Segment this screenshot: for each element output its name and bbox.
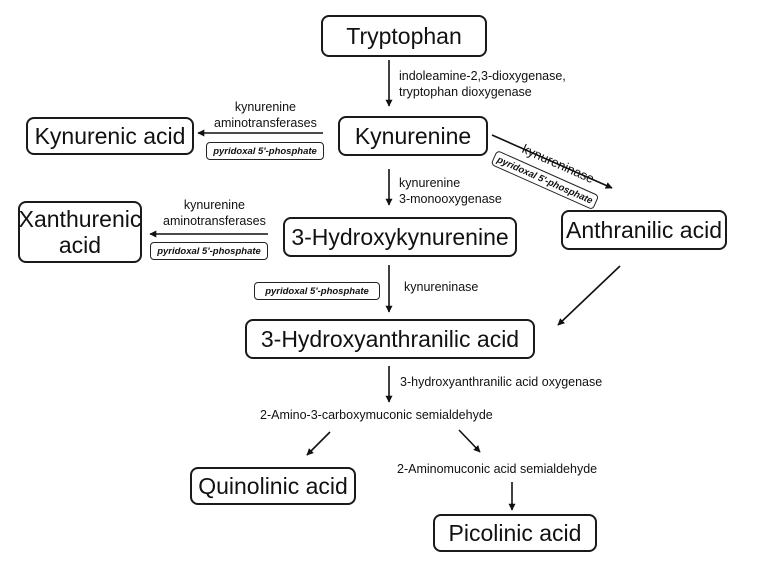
- tryptophan-label: Tryptophan: [346, 23, 462, 49]
- aminomuconic-label: 2-Aminomuconic acid semialdehyde: [397, 462, 598, 476]
- picolinic-acid-label: Picolinic acid: [448, 520, 582, 546]
- kmo-enzyme-label: kynurenine 3-monooxygenase: [399, 175, 502, 207]
- arrow-anthranilic-to-hydroxyanthranilic: [557, 265, 621, 326]
- arrow-kynurenine-to-anthranilic-acid: [491, 134, 613, 189]
- kynurenic-acid-box: Kynurenic acid: [26, 117, 194, 155]
- kmo-enzyme-line2: 3-monooxygenase: [399, 192, 502, 206]
- xanthurenic-acid-label-line1: Xanthurenic: [18, 206, 142, 232]
- cofactor-box-kat2: pyridoxal 5'-phosphate: [150, 242, 268, 260]
- kat1-enzyme-label: kynurenine aminotransferases: [214, 99, 317, 131]
- cofactor-box-kynureninase: pyridoxal 5'-phosphate: [254, 282, 380, 300]
- kynurenine-box: Kynurenine: [338, 116, 488, 156]
- kat2-enzyme-line1: kynurenine: [183, 198, 245, 212]
- arrow-to-aminomuconic: [458, 429, 481, 453]
- anthranilic-acid-label: Anthranilic acid: [566, 217, 722, 243]
- kmo-enzyme-line1: kynurenine: [399, 176, 461, 190]
- kat2-enzyme-label: kynurenine aminotransferases: [163, 197, 266, 229]
- hydroxykynurenine-label: 3-Hydroxykynurenine: [291, 224, 509, 250]
- ido-enzyme-label: indoleamine-2,3-dioxygenase, tryptophan …: [399, 68, 566, 100]
- anthranilic-acid-box: Anthranilic acid: [561, 210, 727, 250]
- hydroxyanthranilic-acid-label: 3-Hydroxyanthranilic acid: [260, 326, 520, 352]
- tryptophan-box: Tryptophan: [321, 15, 487, 57]
- xanthurenic-acid-label-line2: acid: [58, 232, 102, 258]
- picolinic-acid-box: Picolinic acid: [433, 514, 597, 552]
- hydroxykynurenine-box: 3-Hydroxykynurenine: [283, 217, 517, 257]
- haao-enzyme-label: 3-hydroxyanthranilic acid oxygenase: [400, 375, 603, 389]
- kynureninase-label: kynureninase: [404, 280, 479, 294]
- ido-enzyme-line2: tryptophan dioxygenase: [399, 85, 532, 99]
- quinolinic-acid-box: Quinolinic acid: [190, 467, 356, 505]
- quinolinic-acid-label: Quinolinic acid: [198, 473, 348, 499]
- kat1-enzyme-line2: aminotransferases: [214, 116, 317, 130]
- ido-enzyme-line1: indoleamine-2,3-dioxygenase,: [399, 69, 566, 83]
- arrow-to-quinolinic-acid: [306, 431, 331, 456]
- kynurenic-acid-label: Kynurenic acid: [34, 123, 186, 149]
- kynurenine-label: Kynurenine: [354, 123, 472, 149]
- kat1-enzyme-line1: kynurenine: [234, 100, 296, 114]
- hydroxyanthranilic-acid-box: 3-Hydroxyanthranilic acid: [245, 319, 535, 359]
- xanthurenic-acid-box: Xanthurenic acid: [18, 201, 142, 263]
- cofactor-box-kat1: pyridoxal 5'-phosphate: [206, 142, 324, 160]
- amino-carboxymuconic-label: 2-Amino-3-carboxymuconic semialdehyde: [260, 408, 493, 422]
- kat2-enzyme-line2: aminotransferases: [163, 214, 266, 228]
